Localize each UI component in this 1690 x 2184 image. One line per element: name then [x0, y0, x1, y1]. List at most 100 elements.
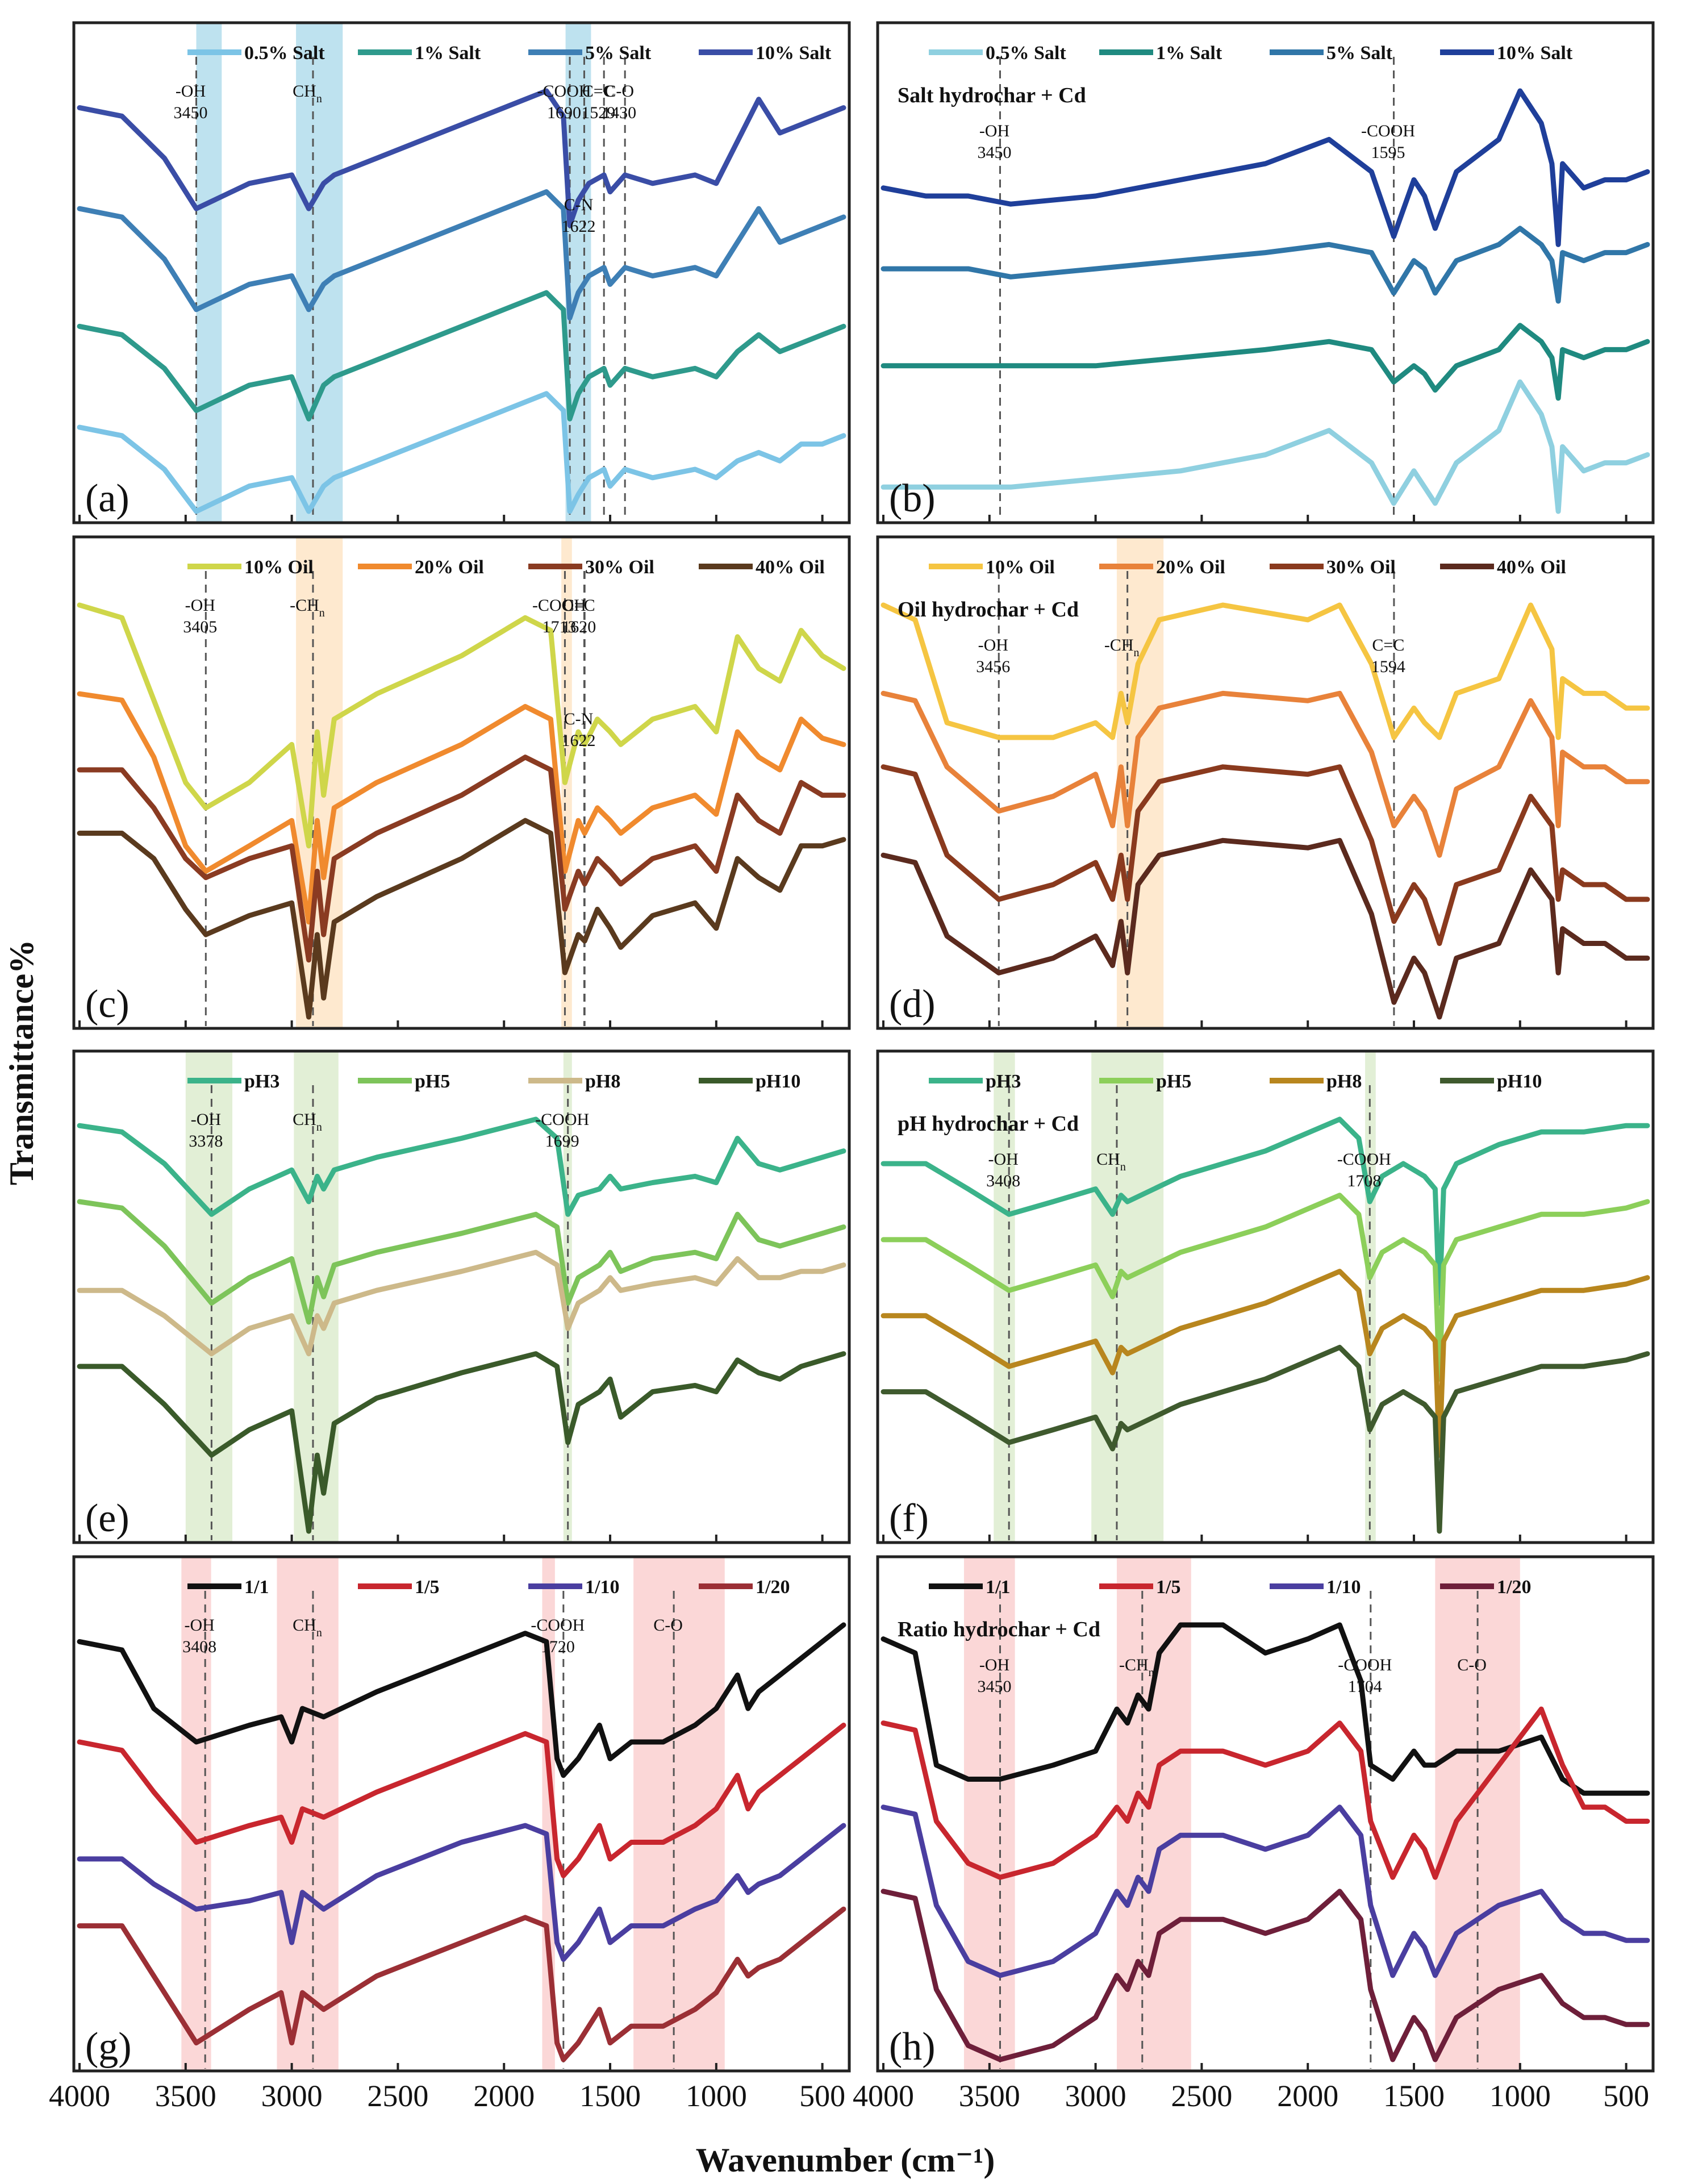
series-line-30-oil: [881, 764, 1650, 946]
annotation-value: 1529: [581, 103, 615, 122]
panel-a: 0.5% Salt 1% Salt 5% Salt 10% Salt-OH3450CH…: [72, 21, 851, 524]
x-tick-label: 2500: [1171, 2079, 1232, 2113]
series-line-1-1: [77, 1622, 846, 1778]
panel-letter: (f): [889, 1497, 929, 1540]
annotation-value: 1704: [1348, 1677, 1382, 1696]
annotation-label: -COOH: [1361, 122, 1415, 140]
annotation-label: -COOH: [535, 1110, 589, 1129]
annotation-value: 1622: [561, 731, 595, 750]
legend-label: 0.5% Salt: [244, 43, 325, 64]
panel-frame: [876, 1555, 1655, 2073]
annotation-label: -OH: [988, 1150, 1019, 1169]
legend-label: 30% Oil: [585, 557, 654, 578]
annotation-label: C=C: [563, 596, 595, 615]
x-tick-label: 3000: [1065, 2079, 1126, 2113]
series-line-10-oil: [881, 602, 1650, 740]
series-line-20-oil: [881, 690, 1650, 858]
panel-letter: (d): [889, 982, 936, 1026]
series-line-1-1: [881, 1622, 1650, 1796]
highlight-band: [296, 24, 343, 522]
legend-label: 1/10: [585, 1577, 619, 1598]
series-line-1-10: [881, 1804, 1650, 1978]
legend-label: 1/5: [415, 1577, 439, 1598]
x-tick-label: 500: [1603, 2079, 1649, 2113]
legend-label: 0.5% Salt: [986, 43, 1066, 64]
annotation-subscript: n: [316, 1627, 322, 1639]
annotation-subscript: n: [319, 607, 325, 619]
axis-layer: 4000 3500 3000 2500 2000 1500 1000 500 4000 3500 3…: [49, 2079, 1649, 2113]
series-line-5-salt: [77, 189, 846, 321]
highlight-band: [196, 24, 222, 522]
panel-frame: [876, 21, 1655, 524]
series-line-1-10: [77, 1823, 846, 1962]
panel-letter: (h): [889, 2025, 936, 2069]
legend-label: 5% Salt: [1326, 43, 1393, 64]
annotation-label: -OH: [185, 596, 215, 615]
annotation-label: C-N: [564, 710, 594, 728]
legend-label: 10% Oil: [986, 557, 1055, 578]
legend-label: pH10: [756, 1071, 800, 1092]
x-tick-label: 500: [799, 2079, 845, 2113]
panel-title: pH hydrochar + Cd: [898, 1112, 1079, 1136]
annotation-label: -OH: [979, 1656, 1009, 1674]
annotation-label: -OH: [978, 636, 1008, 655]
annotation-value: 1708: [1347, 1172, 1381, 1190]
legend-label: 20% Oil: [1156, 557, 1225, 578]
panel-d: 10% Oil 20% Oil 30% Oil 40% Oil Oil hydrocha…: [876, 535, 1655, 1030]
panel-letter: (c): [85, 982, 130, 1026]
panel-frame: [72, 21, 851, 524]
annotation-value: 1713: [542, 618, 576, 636]
series-line-20-oil: [77, 691, 846, 925]
panel-title: Ratio hydrochar + Cd: [898, 1618, 1100, 1641]
x-tick-label: 2000: [473, 2079, 535, 2113]
annotation-label: -COOH: [1337, 1150, 1391, 1169]
x-tick-label: 1000: [686, 2079, 747, 2113]
legend-label: 1/20: [756, 1577, 790, 1598]
legend-label: 10% Salt: [756, 43, 832, 64]
series-line-1-5: [77, 1723, 846, 1878]
annotation-label: -COOH: [531, 1616, 585, 1635]
series-line-40-oil: [881, 837, 1650, 1020]
x-tick-label: 2000: [1277, 2079, 1338, 2113]
legend-label: pH5: [415, 1071, 450, 1092]
series-line-ph10: [77, 1351, 846, 1534]
x-tick-label: 3500: [959, 2079, 1020, 2113]
series-line-1-5: [881, 1706, 1650, 1880]
panel-letter: (a): [85, 477, 130, 520]
series-line-ph10: [881, 1345, 1650, 1534]
annotation-value: 3378: [189, 1132, 223, 1151]
highlight-band: [181, 1558, 211, 2070]
legend-label: pH8: [1326, 1071, 1362, 1092]
series-line-ph5: [881, 1193, 1650, 1382]
annotation-subscript: n: [1149, 1666, 1154, 1679]
panels-layer: 0.5% Salt 1% Salt 5% Salt 10% Salt-OH3450CH…: [72, 21, 1655, 2073]
annotation-label: -COOH: [537, 82, 591, 101]
legend-label: 5% Salt: [585, 43, 652, 64]
annotation-subscript: n: [1120, 1161, 1126, 1173]
annotation-value: 1595: [1371, 143, 1405, 162]
annotation-label: C-O: [1457, 1656, 1487, 1674]
legend-label: 1/5: [1156, 1577, 1180, 1598]
annotation-label: -COOH: [1338, 1656, 1392, 1674]
annotation-label: -OH: [979, 122, 1009, 140]
panel-title: Oil hydrochar + Cd: [898, 598, 1079, 622]
series-line-ph8: [881, 1269, 1650, 1458]
legend-label: 10% Oil: [244, 557, 314, 578]
panel-letter: (b): [889, 477, 936, 520]
annotation-value: 1699: [545, 1132, 579, 1151]
x-tick-label: 1000: [1489, 2079, 1551, 2113]
annotation-subscript: n: [316, 93, 322, 105]
panel-frame: [72, 1049, 851, 1544]
panel-b: 0.5% Salt 1% Salt 5% Salt 10% Salt Salt hydr…: [876, 21, 1655, 524]
panel-frame: [72, 535, 851, 1030]
annotation-label: -COOH: [532, 596, 586, 615]
x-tick-label: 4000: [49, 2079, 110, 2113]
legend-label: 1% Salt: [415, 43, 481, 64]
panel-letter: (e): [85, 1497, 130, 1540]
series-line-1-salt: [881, 323, 1650, 401]
x-tick-label: 3500: [155, 2079, 216, 2113]
